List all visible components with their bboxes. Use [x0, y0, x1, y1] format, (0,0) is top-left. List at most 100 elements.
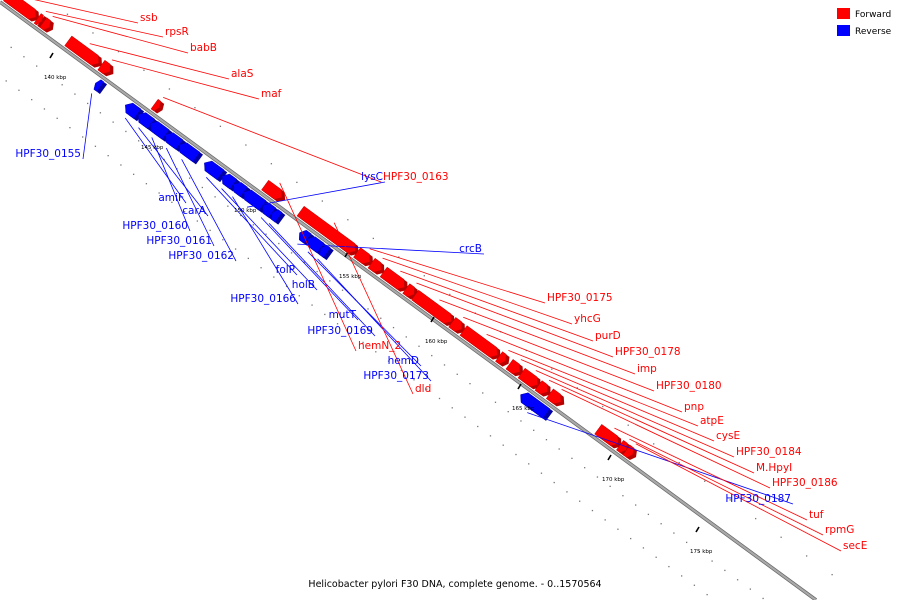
scale-dot — [546, 439, 547, 440]
gene-label[interactable]: hemN_2 — [358, 340, 401, 352]
scale-dot — [36, 65, 37, 66]
gene-label[interactable]: rpmG — [825, 524, 854, 536]
gene-label[interactable]: pnp — [684, 401, 704, 413]
tick-labels: 140 kbp145 kbp150 kbp155 kbp160 kbp165 k… — [44, 75, 713, 555]
gene-label[interactable]: HPF30_0169 — [307, 325, 373, 337]
scale-dot — [311, 304, 312, 305]
gene-label[interactable]: HPF30_0187 — [725, 493, 791, 505]
tick-label: 165 kbp — [512, 406, 535, 412]
scale-dot — [169, 88, 170, 89]
gene-label[interactable]: folP — [276, 264, 295, 276]
gene-labels: ssbrpsRbabB alaS maf HPF30_0155 amiFcarA HPF3… — [15, 12, 867, 552]
gene-label[interactable]: ssb — [140, 12, 158, 24]
scale-dot — [74, 93, 75, 94]
tick-label: 155 kbp — [339, 274, 362, 280]
tick-label: 175 kbp — [690, 549, 713, 555]
gene-label[interactable]: secE — [843, 540, 867, 552]
gene-label[interactable]: lysC — [361, 171, 383, 183]
scale-dot — [559, 448, 560, 449]
scale-dot — [299, 295, 300, 296]
scale-dot — [592, 510, 593, 511]
scale-dot — [643, 547, 644, 548]
tick-label: 170 kbp — [602, 477, 625, 483]
gene-label[interactable]: HPF30_0186 — [772, 477, 838, 489]
scale-dot — [273, 276, 274, 277]
gene-label[interactable]: HPF30_0180 — [656, 380, 722, 392]
gene-hemn-2[interactable] — [261, 180, 285, 202]
scale-dot — [265, 234, 266, 235]
gene-purd[interactable] — [380, 267, 408, 292]
scale-dot — [146, 183, 147, 184]
gene-label[interactable]: cysE — [716, 430, 740, 442]
scale-dot — [278, 243, 279, 244]
gene-label[interactable]: dld — [415, 383, 431, 395]
gene-label[interactable]: HPF30_0184 — [736, 446, 802, 458]
gene-label[interactable]: rpsR — [165, 26, 189, 38]
gene-label[interactable]: HPF30_0178 — [615, 346, 681, 358]
gene-label[interactable]: hemD — [388, 355, 419, 367]
scale-dot — [92, 32, 93, 33]
scale-dot — [69, 127, 70, 128]
gene-label[interactable]: HPF30_0160 — [122, 220, 188, 232]
gene-label[interactable]: HPF30_0155 — [15, 148, 81, 160]
scale-dot — [551, 369, 552, 370]
gene-label[interactable]: atpE — [700, 415, 724, 427]
scale-dot — [724, 570, 725, 571]
scale-dot — [630, 538, 631, 539]
gene-label[interactable]: crcB — [459, 243, 482, 255]
gene-label[interactable]: HPF30_0163 — [383, 171, 449, 183]
tick-label: 160 kbp — [425, 339, 448, 345]
scale-dot — [668, 566, 669, 567]
scale-dot — [380, 318, 381, 319]
scale-dot — [762, 598, 763, 599]
scale-dot — [11, 47, 12, 48]
gene-label[interactable]: tuf — [809, 509, 824, 521]
scale-dot — [112, 121, 113, 122]
gene-label[interactable]: mutT — [329, 309, 357, 321]
genome-backbone — [0, 2, 816, 600]
gene-label[interactable]: HPF30_0175 — [547, 292, 613, 304]
scale-dot — [653, 443, 654, 444]
scale-dot — [418, 346, 419, 347]
scale-dot — [87, 103, 88, 104]
scale-dot — [737, 579, 738, 580]
gene-label[interactable]: M.HpyI — [756, 462, 792, 474]
scale-dot — [245, 144, 246, 145]
gene-label[interactable]: yhcG — [574, 313, 601, 325]
scale-dot — [120, 164, 121, 165]
gene-label[interactable]: babB — [190, 42, 217, 54]
legend-reverse-swatch — [837, 25, 850, 36]
gene-label[interactable]: HPF30_0161 — [146, 235, 212, 247]
scale-dot — [602, 406, 603, 407]
legend-forward-swatch — [837, 8, 850, 19]
gene-tuf[interactable] — [595, 424, 622, 448]
gene-label[interactable]: HPF30_0166 — [230, 293, 296, 305]
gene-label[interactable]: HPF30_0173 — [363, 370, 429, 382]
gene-hpf30-0169[interactable] — [271, 210, 285, 225]
scale-dot — [260, 267, 261, 268]
gene-label[interactable]: alaS — [231, 68, 254, 80]
label-leader — [527, 413, 793, 504]
label-leader — [163, 97, 381, 182]
legend: Forward Reverse — [837, 8, 892, 37]
scale-dot — [617, 529, 618, 530]
gene-hpf30-0173[interactable] — [320, 245, 334, 260]
major-tick — [50, 53, 53, 58]
gene-label[interactable]: carA — [182, 205, 207, 217]
scale-dot — [610, 486, 611, 487]
scale-dot — [324, 314, 325, 315]
scale-dot — [711, 560, 712, 561]
scale-dot — [227, 206, 228, 207]
scale-dot — [635, 504, 636, 505]
gene-hpf30-0155[interactable] — [94, 80, 107, 94]
scale-dot — [296, 182, 297, 183]
scale-dot — [605, 519, 606, 520]
scale-dot — [464, 417, 465, 418]
gene-label[interactable]: purD — [595, 330, 621, 342]
gene-label[interactable]: imp — [637, 363, 657, 375]
gene-label[interactable]: HPF30_0162 — [168, 250, 234, 262]
gene-label[interactable]: amiF — [158, 192, 184, 204]
gene-label[interactable]: holB — [292, 279, 315, 291]
gene-hpf30-0163[interactable] — [151, 99, 164, 113]
gene-label[interactable]: maf — [261, 88, 282, 100]
